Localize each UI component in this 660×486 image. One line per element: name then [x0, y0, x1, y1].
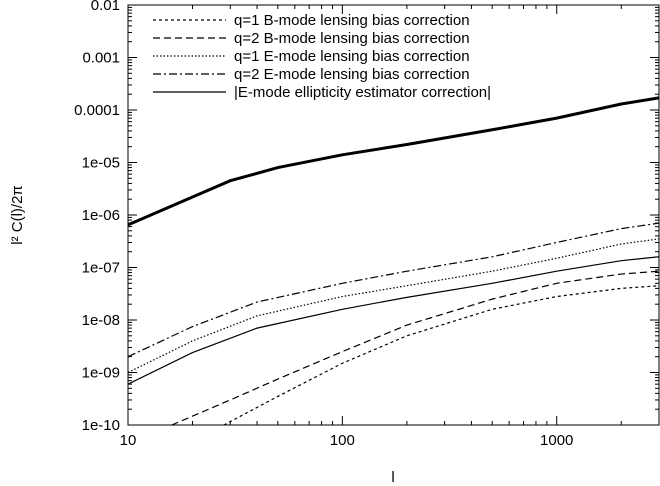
series-line-5 [127, 256, 660, 385]
legend-entry-label: q=2 B-mode lensing bias correction [234, 30, 470, 47]
series-line-6 [127, 96, 660, 227]
y-tick-label: 1e-10 [82, 417, 120, 434]
x-axis-label: l [391, 469, 394, 486]
legend-entry-label: q=1 B-mode lensing bias correction [234, 12, 470, 29]
y-tick-label: 1e-08 [82, 312, 120, 329]
y-tick-label: 1e-06 [82, 207, 120, 224]
legend-entry-label: q=2 E-mode lensing bias correction [234, 66, 470, 83]
y-tick-label: 0.001 [82, 50, 120, 67]
y-tick-label: 1e-09 [82, 365, 120, 382]
y-tick-label: 0.01 [91, 0, 120, 14]
y-tick-label: 0.0001 [74, 102, 120, 119]
y-tick-label: 1e-07 [82, 260, 120, 277]
series [127, 96, 660, 426]
series-line-1 [223, 285, 660, 426]
series-line-3 [127, 238, 660, 374]
series-line-4 [127, 222, 660, 358]
y-axis-label: l² C(l)/2π [9, 185, 26, 245]
legend-entry-label: q=1 E-mode lensing bias correction [234, 48, 470, 65]
x-tick-label: 100 [330, 432, 355, 449]
ticks: 1e-10 1e-09 1e-08 1e-07 1e-06 1e-05 0.0001 0.00… [74, 0, 660, 449]
legend-entry-label: |E-mode ellipticity estimator correction… [234, 84, 491, 101]
x-tick-label: 1000 [540, 432, 573, 449]
y-tick-label: 1e-05 [82, 155, 120, 172]
x-tick-label: 10 [120, 432, 137, 449]
series-line-2 [171, 270, 660, 426]
